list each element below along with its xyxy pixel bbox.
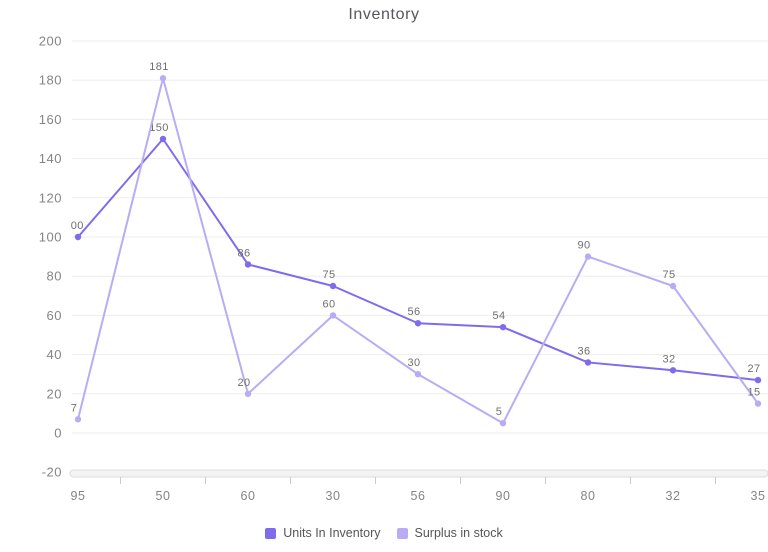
legend-swatch-units-in-inventory	[265, 527, 277, 539]
data-point-label: 20	[237, 377, 250, 389]
svg-text:60: 60	[47, 308, 62, 323]
data-point-label: 5	[496, 406, 503, 418]
svg-text:80: 80	[47, 269, 62, 284]
data-point-label: 90	[577, 240, 590, 252]
legend-swatch-surplus-in-stock	[396, 527, 408, 539]
data-point[interactable]	[74, 416, 82, 423]
svg-text:140: 140	[39, 151, 62, 166]
svg-text:200: 200	[39, 34, 62, 49]
series-surplus-in-stock: 7 181 20 60 30 5 90 75 15	[71, 61, 762, 427]
legend-item-units-in-inventory[interactable]: Units In Inventory	[265, 526, 381, 540]
data-point-label: 60	[322, 298, 335, 310]
x-axis-ticks	[120, 477, 716, 484]
data-point[interactable]	[499, 420, 507, 427]
data-point-label: 86	[237, 247, 250, 259]
svg-text:160: 160	[39, 112, 62, 127]
data-point-label: 75	[662, 269, 675, 281]
data-point[interactable]	[669, 282, 677, 290]
data-point[interactable]	[159, 75, 167, 82]
svg-text:180: 180	[39, 73, 62, 88]
legend-label-units-in-inventory: Units In Inventory	[283, 526, 381, 540]
data-point[interactable]	[329, 282, 337, 290]
line-chart: 200180160140120100806040200-201001508675…	[39, 34, 768, 503]
x-axis-label: 32	[666, 489, 681, 503]
gridlines	[72, 40, 768, 434]
data-point[interactable]	[329, 312, 337, 319]
data-point-label: 56	[407, 306, 420, 318]
x-axis-label: 50	[156, 489, 171, 503]
data-point[interactable]	[584, 359, 592, 366]
data-point[interactable]	[669, 367, 677, 374]
data-point[interactable]	[244, 261, 252, 268]
x-axis-label: 60	[241, 489, 256, 503]
data-point-label: 100	[64, 220, 84, 232]
svg-text:0: 0	[54, 426, 62, 441]
x-axis-label: 35	[751, 489, 766, 503]
legend-label-surplus-in-stock: Surplus in stock	[414, 526, 503, 540]
series-units-in-inventory: 100 150 86 75 56 54 36 32 27	[64, 122, 762, 384]
data-point[interactable]	[159, 135, 167, 143]
data-point-label: 36	[577, 345, 590, 357]
x-axis-label: 30	[326, 489, 341, 503]
x-axis-label: 90	[496, 489, 511, 503]
data-point-label: 15	[747, 387, 760, 399]
data-point[interactable]	[754, 376, 762, 384]
data-point[interactable]	[414, 371, 422, 378]
data-point-label: 54	[492, 310, 505, 322]
data-point[interactable]	[74, 233, 82, 241]
x-axis-labels: 95 50 60 30 56 90 80 32 35	[71, 489, 766, 503]
data-point-label: 27	[747, 363, 760, 375]
data-point-label: 75	[322, 269, 335, 281]
legend: Units In Inventory Surplus in stock	[0, 526, 768, 540]
x-axis-track	[69, 469, 768, 478]
svg-text:-20: -20	[42, 465, 62, 480]
x-axis-label: 80	[581, 489, 596, 503]
x-axis-label: 56	[411, 489, 426, 503]
series-line	[77, 138, 759, 382]
data-point-label: 7	[71, 402, 78, 414]
chart-title: Inventory	[348, 6, 420, 23]
data-point[interactable]	[754, 400, 762, 407]
svg-text:100: 100	[39, 230, 62, 245]
svg-text:120: 120	[39, 190, 62, 205]
data-point-label: 150	[149, 122, 169, 134]
data-point-label: 30	[407, 357, 420, 369]
data-point[interactable]	[499, 323, 507, 331]
x-axis-label: 95	[71, 489, 86, 503]
data-point-label: 32	[662, 353, 675, 365]
svg-text:20: 20	[47, 386, 62, 401]
legend-item-surplus-in-stock[interactable]: Surplus in stock	[396, 526, 503, 540]
data-point[interactable]	[244, 390, 252, 397]
svg-text:40: 40	[47, 347, 62, 362]
data-point-label: 181	[149, 61, 169, 73]
data-point[interactable]	[414, 320, 422, 327]
data-point[interactable]	[584, 253, 592, 260]
